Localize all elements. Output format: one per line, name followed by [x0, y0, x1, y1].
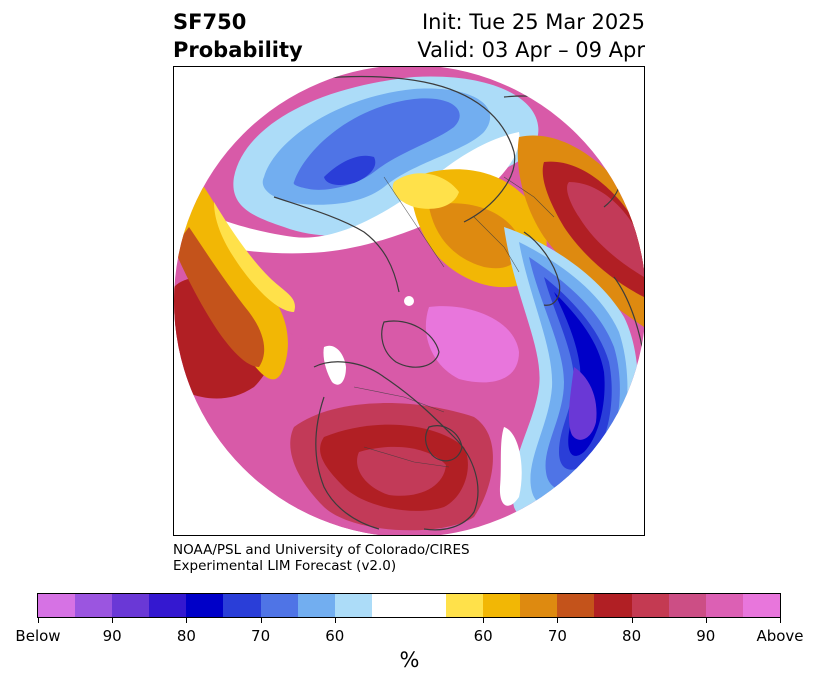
init-date: Init: Tue 25 Mar 2025 [421, 10, 645, 34]
colorbar-segment [742, 594, 780, 617]
coast-siberia [273, 196, 400, 293]
coast-namerica [313, 361, 479, 531]
colorbar-tick-mark [780, 618, 781, 623]
colorbar-segment [75, 594, 113, 617]
colorbar-tick-mark [705, 618, 707, 623]
credit-line-2: Experimental LIM Forecast (v2.0) [173, 558, 397, 574]
probability-map [174, 67, 644, 535]
colorbar-tick-label: 80 [622, 627, 642, 645]
pole-hole [404, 296, 414, 306]
field-neutral-right [499, 427, 522, 506]
credit-line-1: NOAA/PSL and University of Colorado/CIRE… [173, 542, 470, 558]
colorbar-tick-mark [631, 618, 633, 623]
colorbar-tick-label: 70 [547, 627, 567, 645]
colorbar-tick-mark [260, 618, 262, 623]
field-ur-mid [567, 182, 644, 277]
colorbar-unit: % [399, 648, 420, 672]
colorbar-tick-label: 70 [251, 627, 271, 645]
colorbar-segment [186, 594, 224, 617]
field-neutral-left [323, 345, 346, 385]
colorbar-tick-mark [38, 618, 39, 623]
colorbar-segment [446, 594, 484, 617]
colorbar-tick-label: 90 [102, 627, 122, 645]
coast-greenland [381, 320, 440, 368]
border-1 [383, 176, 445, 268]
field-upper-blue [293, 98, 460, 190]
field-amber-arc [429, 203, 520, 269]
colorbar-segment [520, 594, 558, 617]
country-borders [353, 176, 555, 468]
border-5 [473, 216, 520, 273]
forecast-dates: Init: Tue 25 Mar 2025 Valid: 03 Apr – 09… [417, 8, 645, 64]
colorbar-tick-label: 90 [696, 627, 716, 645]
colorbar [37, 593, 781, 618]
colorbar-segment [223, 594, 261, 617]
colorbar-segment [112, 594, 150, 617]
field-polar-core [425, 306, 519, 383]
field-lower-inner-red [357, 446, 446, 496]
colorbar-tick-label: 80 [176, 627, 196, 645]
colorbar-tick-label: 60 [473, 627, 493, 645]
title-variable: SF750 [173, 10, 247, 34]
colorbar-segment [334, 594, 372, 617]
colorbar-tick-mark [186, 618, 188, 623]
colorbar-tick-label: 60 [325, 627, 345, 645]
colorbar-tick-label: Above [756, 627, 804, 645]
valid-range: Valid: 03 Apr – 09 Apr [417, 38, 645, 62]
coast-westcoast [315, 396, 380, 530]
colorbar-tick-label: Below [15, 627, 61, 645]
map-title: SF750 Probability [173, 8, 303, 64]
colorbar-segment [483, 594, 521, 617]
credit-text: NOAA/PSL and University of Colorado/CIRE… [173, 542, 470, 574]
colorbar-segment [260, 594, 298, 617]
field-left-orange [174, 227, 265, 367]
border-2 [353, 386, 445, 413]
colorbar-segment [668, 594, 706, 617]
colorbar-segment [149, 594, 187, 617]
colorbar-tick-mark [112, 618, 114, 623]
colorbar-segment [38, 594, 76, 617]
title-quantity: Probability [173, 38, 303, 62]
field-upper-royal [324, 155, 376, 185]
colorbar-segment [705, 594, 743, 617]
map-panel [173, 66, 645, 536]
colorbar-segment [594, 594, 632, 617]
colorbar-segment [297, 594, 335, 617]
colorbar-tick-mark [557, 618, 559, 623]
border-3 [363, 446, 450, 468]
colorbar-segment [408, 594, 447, 617]
colorbar-tick-mark [483, 618, 485, 623]
colorbar-tick-mark [334, 618, 336, 623]
colorbar-segment [371, 594, 409, 617]
field-left-yellow [214, 202, 295, 312]
border-4 [503, 176, 555, 218]
field-right-violet [568, 367, 597, 440]
colorbar-segment [557, 594, 595, 617]
colorbar-segment [631, 594, 669, 617]
field-yellow-arc [392, 173, 459, 209]
coast-scandinavia [523, 231, 561, 306]
coast-hudson [425, 425, 463, 462]
